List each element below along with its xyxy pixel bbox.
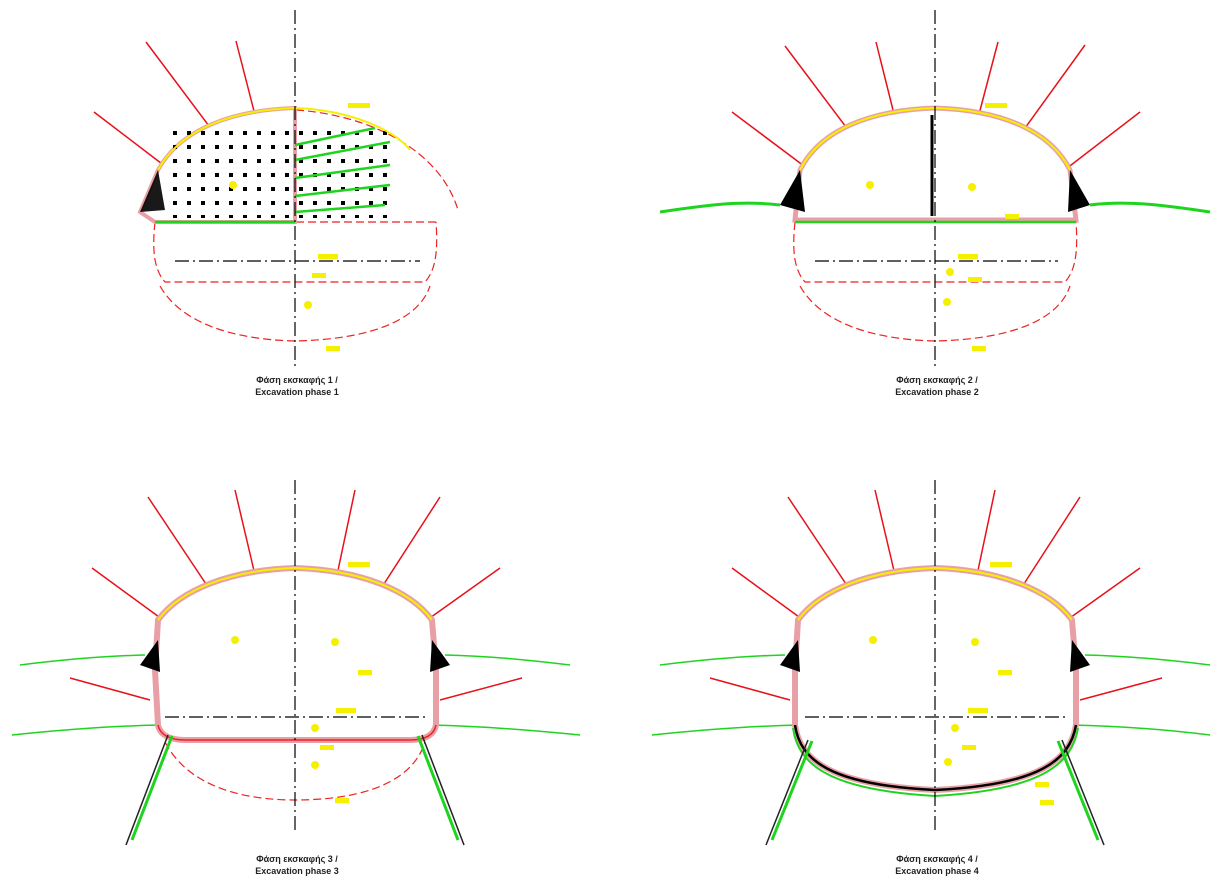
phase-4-diagram: Φάση εκσκαφής 4 / Excavation phase 4 [651,480,1211,876]
phase-2-footing-left [780,170,805,212]
phase-4-lining-yellow [797,566,1073,621]
phase-2-ground-right [1089,201,1211,214]
phase-1-dot-pattern-right [298,128,392,218]
phase-3-anchors [69,489,523,701]
phase-3-footing-right [430,640,450,672]
phase-2-anchors [731,41,1141,173]
phase-1-footing [140,170,165,212]
phase-2-caption-en: Excavation phase 2 [895,387,979,397]
phase-1-green-face [155,126,391,224]
phase-1-labels [229,103,370,351]
phase-2-labels [866,103,1019,351]
phase-3-bolt-shotcrete [130,735,460,841]
phase-3-rock-bolts [125,734,465,846]
phase-3-footing-left [140,640,160,672]
phase-3-lining-yellow [157,566,433,621]
phase-4-caption-gr: Φάση εκσκαφής 4 / [896,854,978,864]
phase-4-anchors [709,489,1163,701]
phase-4-ground-lines [651,654,1211,736]
phase-3-diagram: Φάση εκσκαφής 3 / Excavation phase 3 [11,480,581,876]
phase-3-labels [231,562,372,803]
phase-2-diagram: Φάση εκσκαφής 2 / Excavation phase 2 [659,10,1211,397]
phase-4-footing-right [1070,640,1090,672]
phase-4-bolt-shotcrete [770,740,1100,841]
phase-1-diagram: Φάση εκσκαφής 1 / Excavation phase 1 [93,10,459,397]
phase-3-caption-gr: Φάση εκσκαφής 3 / [256,854,338,864]
phase-4-labels [869,562,1054,805]
phase-1-dot-pattern-left [165,128,290,218]
phase-2-ground-left [659,201,781,214]
phase-4-rock-bolts [765,739,1105,846]
phase-3-bench-floor [157,724,437,741]
phase-2-caption-gr: Φάση εκσκαφής 2 / [896,375,978,385]
phase-1-caption-en: Excavation phase 1 [255,387,339,397]
phase-1-anchors [93,40,256,171]
phase-1-caption-gr: Φάση εκσκαφής 1 / [256,375,338,385]
phase-4-footing-left [780,640,800,672]
phase-2-footing-right [1068,170,1090,212]
phase-3-caption-en: Excavation phase 3 [255,866,339,876]
phase-3-ground-lines [11,654,581,736]
phase-4-caption-en: Excavation phase 4 [895,866,979,876]
